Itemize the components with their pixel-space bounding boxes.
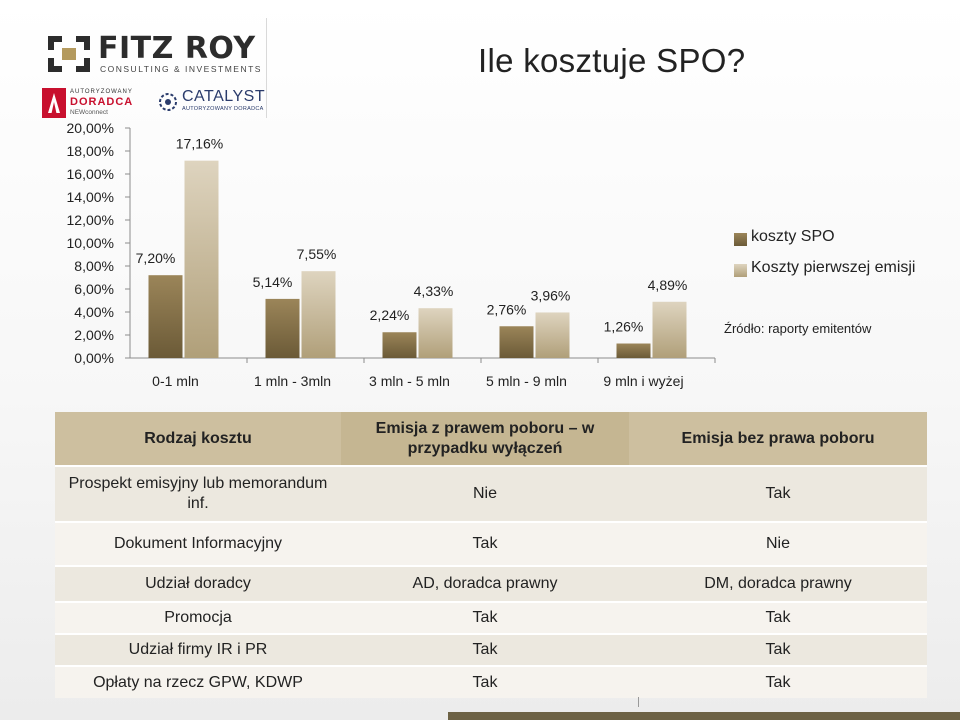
- y-tick-label: 0,00%: [74, 350, 114, 366]
- data-label: 17,16%: [176, 136, 223, 152]
- catalyst-name: CATALYST: [182, 88, 266, 105]
- cell-no-rights-issue: Nie: [629, 521, 927, 566]
- fitz-roy-mark-icon: [48, 36, 90, 72]
- cell-rights-issue: Tak: [341, 601, 629, 634]
- cell-cost-type: Prospekt emisyjny lub memorandum inf.: [55, 465, 341, 522]
- cell-no-rights-issue: Tak: [629, 601, 927, 634]
- data-label: 4,33%: [414, 283, 454, 299]
- badge-line2: DORADCA: [70, 96, 134, 108]
- bar-first-issue: [652, 301, 687, 358]
- catalyst-sub: AUTORYZOWANY DORADCA: [182, 106, 264, 112]
- slide-title: Ile kosztuje SPO?: [478, 42, 746, 79]
- badge-line1: AUTORYZOWANY: [70, 89, 133, 95]
- cost-comparison-table: Rodzaj kosztu Emisja z prawem poboru – w…: [55, 412, 927, 698]
- bar-first-issue: [418, 308, 453, 358]
- y-tick-label: 8,00%: [74, 258, 114, 274]
- header-rights-issue: Emisja z prawem poboru – w przypadku wył…: [341, 412, 629, 466]
- x-category-label: 1 mln - 3mln: [254, 373, 331, 389]
- bar-spo: [382, 332, 417, 358]
- cell-rights-issue: Tak: [341, 633, 629, 666]
- bars: [148, 160, 687, 358]
- y-tick-label: 12,00%: [67, 212, 114, 228]
- legend-label: koszty SPO: [751, 228, 835, 245]
- cell-rights-issue: AD, doradca prawny: [341, 565, 629, 602]
- cell-cost-type: Dokument Informacyjny: [55, 521, 341, 566]
- cell-cost-type: Opłaty na rzecz GPW, KDWP: [55, 665, 341, 698]
- cell-no-rights-issue: DM, doradca prawny: [629, 565, 927, 602]
- x-category-label: 5 mln - 9 mln: [486, 373, 567, 389]
- source-note: Źródło: raporty emitentów: [724, 321, 872, 336]
- fitz-roy-logo: FITZ ROY CONSULTING & INVESTMENTS: [48, 31, 260, 76]
- y-tick-label: 10,00%: [67, 235, 114, 251]
- y-tick-label: 20,00%: [67, 120, 114, 136]
- legend-swatch: [734, 264, 747, 277]
- y-tick-label: 4,00%: [74, 304, 114, 320]
- cell-cost-type: Udział doradcy: [55, 565, 341, 602]
- x-category-label: 9 mln i wyżej: [603, 373, 683, 389]
- newconnect-advisor-badge: AUTORYZOWANY DORADCA NEWconnect: [42, 88, 146, 118]
- x-category-label: 3 mln - 5 mln: [369, 373, 450, 389]
- bar-spo: [499, 326, 534, 358]
- data-label: 2,24%: [370, 307, 410, 323]
- header-cost-type: Rodzaj kosztu: [55, 412, 341, 466]
- cost-bar-chart: 0,00% 2,00% 4,00% 6,00% 8,00% 10,00% 12,00% 14,…: [67, 120, 716, 389]
- table-row: Udział doradcy AD, doradca prawny DM, do…: [55, 565, 927, 602]
- header-no-rights-issue: Emisja bez prawa poboru: [629, 412, 927, 466]
- cell-no-rights-issue: Tak: [629, 633, 927, 666]
- bar-first-issue: [535, 312, 570, 358]
- data-label: 7,20%: [136, 250, 176, 266]
- catalyst-logo-icon: [159, 93, 177, 111]
- cell-no-rights-issue: Tak: [629, 465, 927, 522]
- y-tick-label: 18,00%: [67, 143, 114, 159]
- cell-rights-issue: Tak: [341, 665, 629, 698]
- bar-first-issue: [184, 160, 219, 358]
- newconnect-logo-icon: [42, 88, 66, 118]
- header-divider: [266, 18, 267, 118]
- table-row: Dokument Informacyjny Tak Nie: [55, 521, 927, 566]
- cell-cost-type: Udział firmy IR i PR: [55, 633, 341, 666]
- badge-line3: NEWconnect: [70, 109, 108, 116]
- data-label: 4,89%: [648, 277, 688, 293]
- bar-spo: [616, 343, 651, 358]
- data-label: 3,96%: [531, 287, 571, 303]
- data-label: 5,14%: [253, 274, 293, 290]
- table-row: Udział firmy IR i PR Tak Tak: [55, 633, 927, 666]
- x-axis-categories: 0-1 mln 1 mln - 3mln 3 mln - 5 mln 5 mln - …: [152, 373, 683, 389]
- table-row: Promocja Tak Tak: [55, 601, 927, 634]
- table-header-row: Rodzaj kosztu Emisja z prawem poboru – w…: [55, 412, 927, 466]
- y-axis: 0,00% 2,00% 4,00% 6,00% 8,00% 10,00% 12,00% 14,…: [67, 120, 716, 366]
- x-category-label: 0-1 mln: [152, 373, 199, 389]
- data-label: 2,76%: [487, 301, 527, 317]
- bottom-accent-strip: [448, 712, 960, 720]
- brand-tagline: CONSULTING & INVESTMENTS: [100, 64, 262, 74]
- y-tick-label: 6,00%: [74, 281, 114, 297]
- y-tick-label: 2,00%: [74, 327, 114, 343]
- cell-rights-issue: Tak: [341, 521, 629, 566]
- cell-no-rights-issue: Tak: [629, 665, 927, 698]
- table-row: Prospekt emisyjny lub memorandum inf. Ni…: [55, 465, 927, 522]
- cell-rights-issue: Nie: [341, 465, 629, 522]
- legend-swatch: [734, 233, 747, 246]
- y-tick-label: 14,00%: [67, 189, 114, 205]
- bar-first-issue: [301, 271, 336, 358]
- page-mark: [638, 697, 639, 707]
- y-tick-label: 16,00%: [67, 166, 114, 182]
- legend-label: Koszty pierwszej emisji: [751, 259, 916, 276]
- table-row: Opłaty na rzecz GPW, KDWP Tak Tak: [55, 665, 927, 698]
- bar-spo: [265, 298, 300, 358]
- brand-name: FITZ ROY: [98, 31, 256, 66]
- data-label: 1,26%: [604, 319, 644, 335]
- catalyst-advisor-badge: CATALYST AUTORYZOWANY DORADCA: [158, 88, 266, 118]
- cell-cost-type: Promocja: [55, 601, 341, 634]
- bar-spo: [148, 275, 183, 358]
- data-labels: 7,20% 17,16% 5,14%7,55% 2,24%4,33% 2,76%3,96…: [136, 136, 688, 335]
- data-label: 7,55%: [297, 246, 337, 262]
